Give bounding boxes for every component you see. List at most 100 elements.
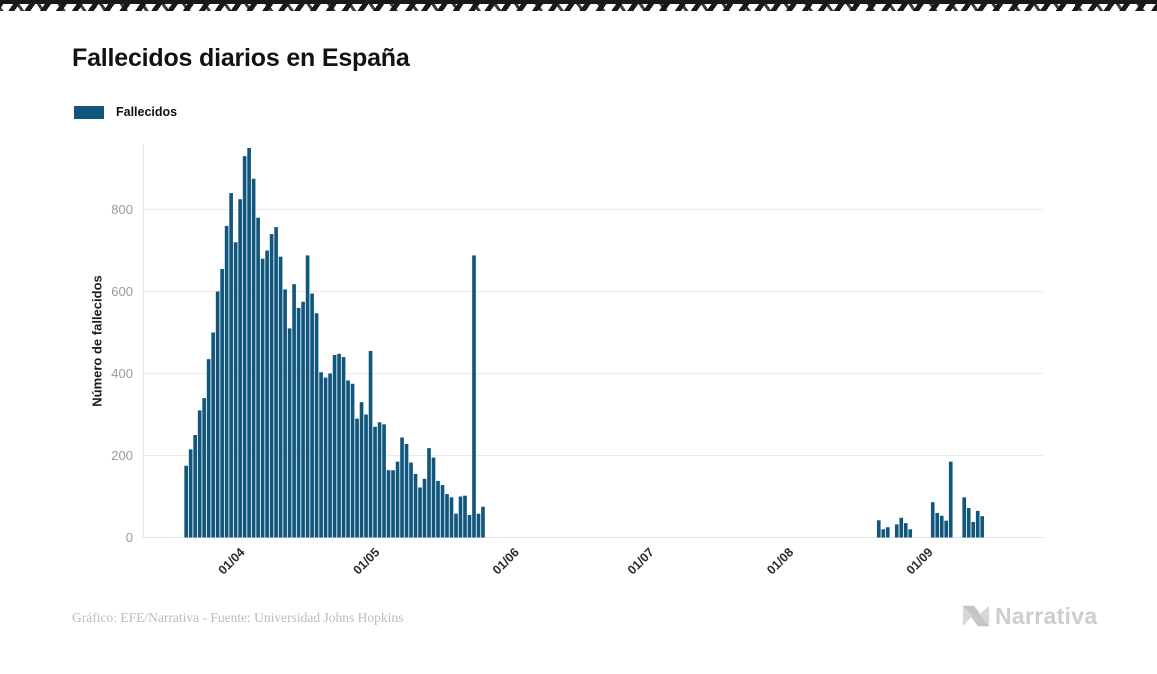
- bar: [188, 449, 193, 538]
- y-tick-label: 800: [111, 202, 133, 217]
- bar: [975, 510, 980, 538]
- narrativa-logo-icon: [962, 605, 990, 627]
- bar: [305, 255, 310, 538]
- bar: [220, 268, 224, 538]
- bar: [301, 301, 305, 538]
- bar: [971, 521, 976, 538]
- bar: [292, 284, 296, 538]
- bar: [310, 293, 314, 538]
- bar: [935, 512, 940, 538]
- bar: [341, 357, 346, 538]
- bar: [418, 487, 422, 538]
- bar: [314, 313, 319, 538]
- bar: [409, 462, 413, 538]
- bar: [346, 380, 350, 538]
- legend-swatch: [74, 105, 104, 119]
- bar: [903, 523, 908, 538]
- bar: [881, 529, 886, 538]
- bar: [350, 383, 355, 538]
- narrativa-logo: Narrativa: [960, 602, 1097, 630]
- bar: [894, 524, 899, 538]
- bar: [436, 480, 440, 538]
- bar: [233, 242, 238, 538]
- x-tick-label: 01/04: [216, 545, 248, 577]
- bar: [269, 234, 274, 538]
- bar: [382, 424, 386, 538]
- bar: [215, 291, 220, 538]
- narrativa-logo-text: Narrativa: [995, 602, 1098, 629]
- bar: [377, 422, 382, 538]
- chart-title: Fallecidos diarios en España: [72, 44, 410, 72]
- bar: [395, 461, 400, 538]
- bar: [962, 497, 967, 538]
- bar: [463, 495, 467, 538]
- bar: [368, 350, 373, 538]
- bar: [328, 373, 332, 538]
- bar: [229, 193, 233, 538]
- source-credit: Gráfico: EFE/Narrativa - Fuente: Univers…: [72, 610, 404, 625]
- bar: [413, 473, 418, 538]
- bar: [206, 359, 211, 538]
- bar: [211, 332, 215, 538]
- bar: [885, 527, 890, 538]
- bar: [202, 398, 206, 538]
- bar: [274, 227, 278, 538]
- bar: [247, 148, 251, 538]
- bar: [908, 529, 913, 538]
- bar: [265, 250, 269, 538]
- bar: [224, 225, 229, 538]
- legend-label: Fallecidos: [116, 105, 178, 119]
- bar: [193, 435, 197, 538]
- bar: [256, 217, 260, 538]
- bar: [337, 353, 341, 538]
- bar: [242, 156, 247, 538]
- bar: [454, 513, 458, 538]
- y-tick-label: 600: [111, 284, 133, 299]
- bar: [467, 514, 472, 538]
- bar: [445, 494, 449, 538]
- bar: [876, 520, 881, 538]
- x-tick-label: 01/08: [764, 545, 796, 577]
- bar: [404, 444, 409, 538]
- bar: [283, 289, 287, 538]
- bar: [260, 258, 265, 538]
- x-tick-label: 01/05: [350, 545, 382, 577]
- bar: [364, 414, 368, 538]
- bar: [359, 402, 364, 538]
- bar: [184, 465, 188, 538]
- bar: [323, 377, 328, 538]
- bar: [427, 448, 431, 538]
- y-tick-label: 200: [111, 448, 133, 463]
- bar: [197, 410, 202, 538]
- bar: [966, 507, 971, 538]
- bar: [238, 199, 242, 538]
- bar: [386, 470, 391, 538]
- bar: [472, 255, 476, 538]
- y-tick-label: 400: [111, 366, 133, 381]
- bar: [930, 502, 935, 538]
- x-tick-label: 01/09: [904, 545, 936, 577]
- bar: [476, 513, 481, 538]
- bar: [355, 418, 359, 538]
- bar: [373, 426, 377, 538]
- bar: [481, 506, 485, 538]
- bar: [458, 496, 463, 538]
- bar: [319, 372, 323, 538]
- bar: [980, 516, 985, 538]
- x-tick-label: 01/07: [625, 545, 657, 577]
- bar: [440, 485, 445, 538]
- bar: [296, 307, 301, 538]
- bar: [431, 457, 436, 538]
- bar: [287, 328, 292, 538]
- bar: [422, 478, 427, 538]
- x-tick-label: 01/06: [490, 545, 522, 577]
- bar: [948, 461, 953, 538]
- bar: [332, 355, 337, 538]
- bar: [449, 497, 454, 538]
- bar: [899, 517, 904, 538]
- legend: Fallecidos: [74, 105, 177, 119]
- y-tick-label: 0: [126, 530, 133, 545]
- bar: [278, 256, 283, 538]
